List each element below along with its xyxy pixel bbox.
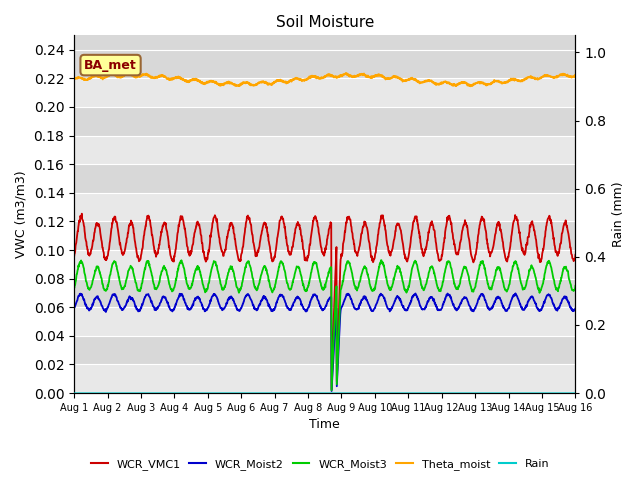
Bar: [74, 164, 575, 193]
Bar: [74, 221, 575, 250]
Bar: [74, 193, 575, 221]
Y-axis label: Rain (mm): Rain (mm): [612, 181, 625, 247]
Bar: [74, 250, 575, 278]
Y-axis label: VWC (m3/m3): VWC (m3/m3): [15, 170, 28, 258]
Legend: WCR_VMC1, WCR_Moist2, WCR_Moist3, Theta_moist, Rain: WCR_VMC1, WCR_Moist2, WCR_Moist3, Theta_…: [86, 455, 554, 474]
Bar: [74, 307, 575, 336]
Bar: [74, 336, 575, 364]
Text: BA_met: BA_met: [84, 59, 137, 72]
Bar: [74, 49, 575, 78]
Bar: [74, 135, 575, 164]
Bar: [74, 278, 575, 307]
Title: Soil Moisture: Soil Moisture: [276, 15, 374, 30]
Bar: [74, 364, 575, 393]
X-axis label: Time: Time: [309, 419, 340, 432]
Bar: [74, 107, 575, 135]
Bar: [74, 78, 575, 107]
